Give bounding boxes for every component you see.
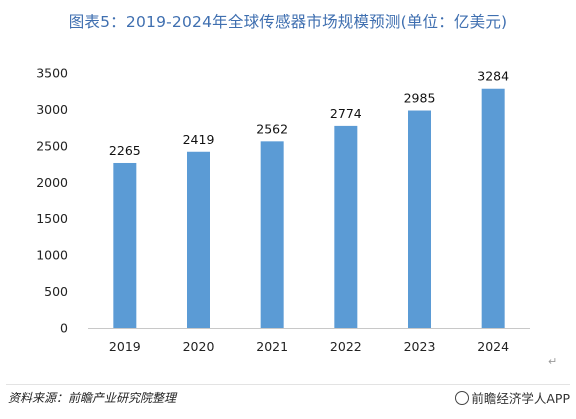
bar [334,125,358,328]
bar [481,88,505,328]
chart-title: 图表5：2019-2024年全球传感器市场规模预测(单位：亿美元) [68,13,508,31]
bar-chart: 0 500 1000 1500 2000 2500 3000 3500 2265 2419 256… [36,66,530,354]
brand-logo-icon [455,391,470,405]
brand-label: 前瞻经济学人APP [471,391,570,406]
x-tick-label: 2024 [477,339,509,354]
data-label: 3284 [477,69,509,84]
brand-credit: 前瞻经济学人APP [455,388,570,407]
x-tick-label: 2019 [109,339,141,354]
data-label: 2985 [404,91,436,106]
y-tick-label: 1000 [36,248,68,263]
x-tick-label: 2022 [330,339,362,354]
y-axis: 0 500 1000 1500 2000 2500 3000 3500 [36,66,68,336]
y-tick-label: 3500 [36,66,68,81]
y-tick-label: 0 [60,321,68,336]
bar [260,141,284,328]
y-tick-label: 1500 [36,211,68,226]
y-tick-label: 2500 [36,138,68,153]
y-tick-label: 2000 [36,175,68,190]
bar [113,162,137,328]
data-label: 2774 [330,106,362,121]
return-mark: ↵ [548,355,558,368]
x-tick-label: 2020 [183,339,215,354]
x-tick-label: 2023 [404,339,436,354]
source-note: 资料来源：前瞻产业研究院整理 [8,391,177,405]
x-tick-label: 2021 [256,339,288,354]
y-tick-label: 500 [44,284,68,299]
data-label: 2419 [183,132,215,147]
y-tick-label: 3000 [36,102,68,117]
data-label: 2265 [109,143,141,158]
x-axis: 2019 2020 2021 2022 2023 2024 [88,328,530,354]
data-label: 2562 [256,121,288,136]
footer-divider [6,384,570,385]
bars: 2265 2419 2562 2774 2985 3284 [109,69,509,329]
bar [408,110,431,329]
bar [187,151,210,328]
